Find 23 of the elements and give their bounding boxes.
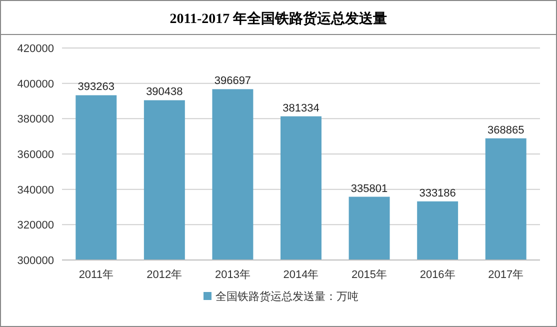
x-tick-label: 2013年 — [214, 269, 250, 281]
data-label: 368865 — [488, 124, 524, 136]
data-label: 390438 — [146, 86, 183, 98]
y-tick-label: 340000 — [17, 184, 54, 196]
data-label: 335801 — [350, 182, 388, 195]
y-tick-label: 400000 — [17, 78, 54, 90]
y-tick-label: 420000 — [17, 43, 54, 55]
x-tick-label: 2017年 — [488, 269, 524, 281]
y-tick-label: 320000 — [17, 220, 54, 232]
y-tick-label: 380000 — [17, 114, 54, 126]
data-label: 381334 — [282, 102, 320, 114]
y-tick-label: 300000 — [17, 255, 54, 267]
x-tick-label: 2012年 — [146, 269, 182, 281]
x-tick-label: 2015年 — [352, 269, 388, 281]
chart-title: 2011-2017 年全国铁路货运总发送量 — [170, 11, 388, 27]
x-tick-label: 2011年 — [78, 269, 114, 281]
x-tick-label: 2016年 — [420, 269, 456, 281]
x-tick-label: 2014年 — [283, 269, 319, 281]
legend-label: 全国铁路货运总发送量：万吨 — [216, 290, 358, 303]
data-label: 396697 — [214, 75, 252, 88]
data-label: 333186 — [419, 187, 456, 200]
y-tick-label: 360000 — [17, 149, 54, 161]
data-label: 393263 — [78, 81, 114, 94]
